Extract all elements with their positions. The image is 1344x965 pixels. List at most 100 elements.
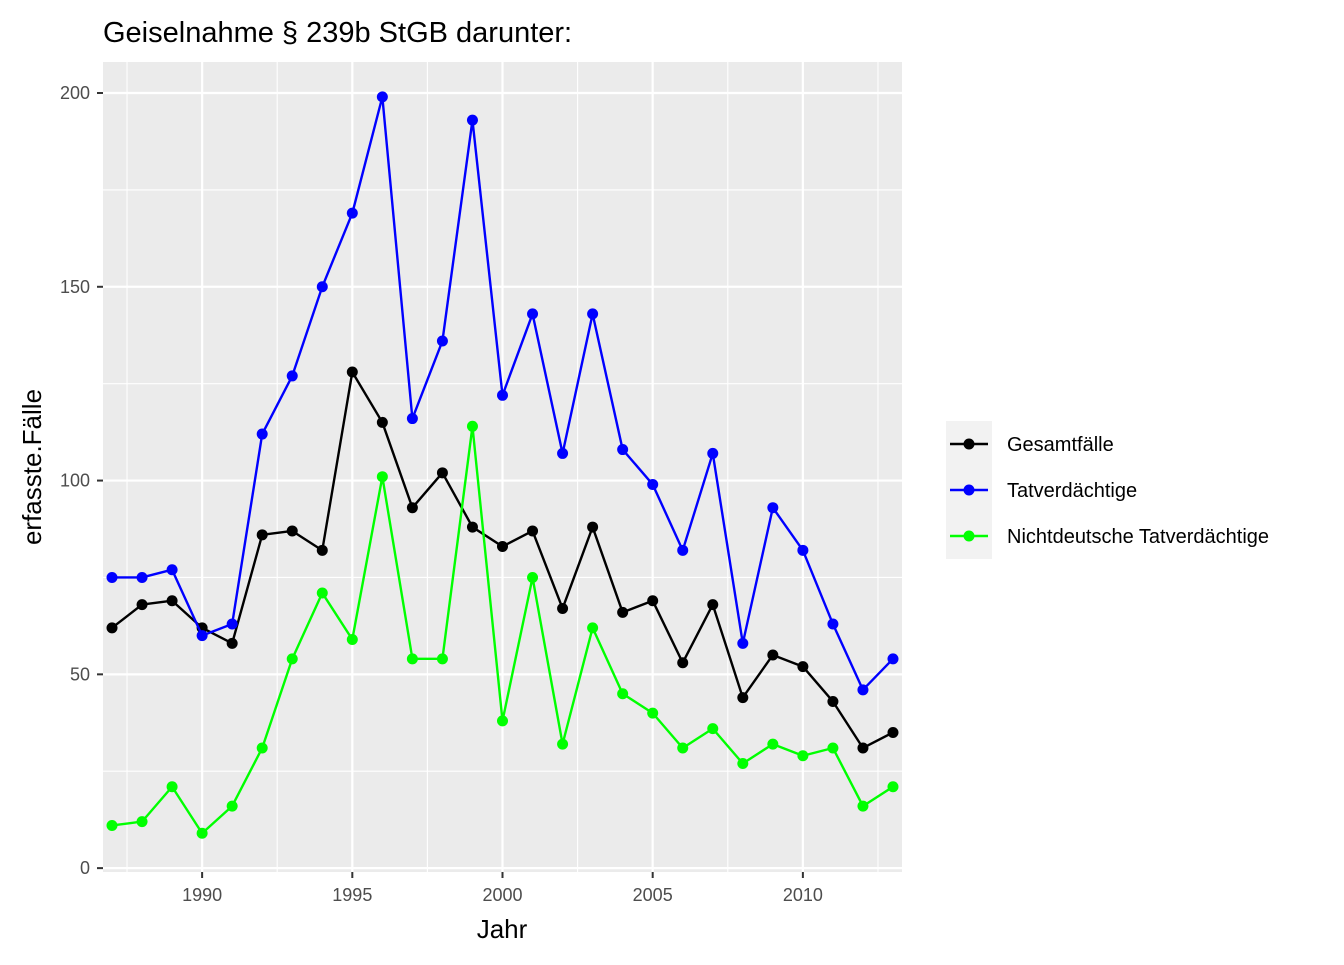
data-point-tatverdächtige <box>677 544 689 556</box>
data-point-gesamtfälle <box>497 540 508 552</box>
y-tick-label: 50 <box>70 664 90 684</box>
x-axis-title: Jahr <box>477 914 528 944</box>
data-point-tatverdächtige <box>737 637 749 649</box>
data-point-gesamtfälle <box>767 649 779 661</box>
data-point-tatverdächtige <box>767 502 779 514</box>
data-point-tatverdächtige <box>707 447 719 459</box>
data-point-tatverdächtige <box>286 370 298 382</box>
data-point-tatverdächtige <box>256 428 268 440</box>
data-point-tatverdächtige <box>647 478 659 490</box>
data-point-tatverdächtige <box>857 684 869 696</box>
data-point-tatverdächtige <box>497 389 508 401</box>
y-tick-label: 200 <box>60 83 90 103</box>
legend-label-nichtdeutsche-tatverdächtige: Nichtdeutsche Tatverdächtige <box>1007 526 1269 548</box>
data-point-nichtdeutsche-tatverdächtige <box>376 471 388 483</box>
data-point-nichtdeutsche-tatverdächtige <box>136 816 148 828</box>
data-point-gesamtfälle <box>557 602 569 614</box>
data-point-gesamtfälle <box>466 521 478 533</box>
data-point-gesamtfälle <box>827 695 839 707</box>
data-point-nichtdeutsche-tatverdächtige <box>707 723 719 735</box>
data-point-gesamtfälle <box>797 661 809 673</box>
legend-key-point-gesamtfälle <box>963 438 975 450</box>
data-point-gesamtfälle <box>286 525 298 537</box>
x-tick-label: 1990 <box>182 885 222 905</box>
data-point-gesamtfälle <box>707 599 719 611</box>
data-point-tatverdächtige <box>106 571 118 583</box>
data-point-tatverdächtige <box>827 618 839 630</box>
data-point-nichtdeutsche-tatverdächtige <box>166 781 178 793</box>
y-tick-label: 0 <box>80 858 90 878</box>
data-point-tatverdächtige <box>617 444 629 456</box>
data-point-tatverdächtige <box>436 335 448 347</box>
data-point-gesamtfälle <box>647 595 659 607</box>
data-point-gesamtfälle <box>677 657 689 669</box>
chart-title: Geiselnahme § 239b StGB darunter: <box>103 17 572 49</box>
data-point-gesamtfälle <box>346 366 358 378</box>
data-point-gesamtfälle <box>857 742 869 754</box>
data-point-gesamtfälle <box>887 726 899 738</box>
data-point-nichtdeutsche-tatverdächtige <box>436 653 448 665</box>
data-point-nichtdeutsche-tatverdächtige <box>647 707 659 719</box>
data-point-gesamtfälle <box>226 637 238 649</box>
legend-label-gesamtfälle: Gesamtfälle <box>1007 434 1114 456</box>
data-point-tatverdächtige <box>166 564 178 576</box>
data-point-tatverdächtige <box>226 618 238 630</box>
data-point-gesamtfälle <box>256 529 268 541</box>
data-point-nichtdeutsche-tatverdächtige <box>767 738 779 750</box>
x-tick-label: 2005 <box>633 885 673 905</box>
grid-major <box>103 62 902 872</box>
data-point-nichtdeutsche-tatverdächtige <box>286 653 298 665</box>
data-point-nichtdeutsche-tatverdächtige <box>346 633 358 645</box>
data-point-nichtdeutsche-tatverdächtige <box>106 819 118 831</box>
data-point-nichtdeutsche-tatverdächtige <box>226 800 238 812</box>
data-point-nichtdeutsche-tatverdächtige <box>827 742 839 754</box>
data-point-tatverdächtige <box>466 114 478 126</box>
y-tick-label: 100 <box>60 471 90 491</box>
data-point-gesamtfälle <box>436 467 448 479</box>
data-point-nichtdeutsche-tatverdächtige <box>527 571 539 583</box>
x-tick-label: 2010 <box>783 885 823 905</box>
data-point-tatverdächtige <box>587 308 599 320</box>
data-point-tatverdächtige <box>527 308 539 320</box>
y-axis: 0 50 100 150 200 <box>60 83 103 878</box>
legend-key-point-tatverdächtige <box>963 484 975 496</box>
x-axis: 1990 1995 2000 2005 2010 <box>182 872 823 905</box>
data-point-gesamtfälle <box>527 525 539 537</box>
data-point-tatverdächtige <box>797 544 809 556</box>
data-point-gesamtfälle <box>737 692 749 704</box>
data-point-nichtdeutsche-tatverdächtige <box>677 742 689 754</box>
data-point-nichtdeutsche-tatverdächtige <box>587 622 599 634</box>
data-point-gesamtfälle <box>166 595 178 607</box>
data-point-tatverdächtige <box>136 571 148 583</box>
data-point-nichtdeutsche-tatverdächtige <box>256 742 268 754</box>
data-point-gesamtfälle <box>617 606 629 618</box>
data-point-nichtdeutsche-tatverdächtige <box>857 800 869 812</box>
data-point-gesamtfälle <box>587 521 599 533</box>
legend-label-tatverdächtige: Tatverdächtige <box>1007 480 1137 502</box>
x-tick-label: 1995 <box>332 885 372 905</box>
y-tick-label: 150 <box>60 277 90 297</box>
data-point-nichtdeutsche-tatverdächtige <box>887 781 899 793</box>
data-point-nichtdeutsche-tatverdächtige <box>557 738 569 750</box>
y-axis-title: erfasste.Fälle <box>17 389 47 545</box>
data-point-gesamtfälle <box>406 502 418 514</box>
data-point-tatverdächtige <box>316 281 328 293</box>
data-point-nichtdeutsche-tatverdächtige <box>316 587 328 599</box>
data-point-tatverdächtige <box>196 630 208 642</box>
data-point-gesamtfälle <box>316 544 328 556</box>
data-point-tatverdächtige <box>887 653 899 665</box>
data-point-tatverdächtige <box>346 207 358 219</box>
data-point-gesamtfälle <box>376 416 388 428</box>
series-layer <box>106 91 899 839</box>
legend-key-point-nichtdeutsche-tatverdächtige <box>963 530 975 542</box>
data-point-gesamtfälle <box>136 599 148 611</box>
data-point-nichtdeutsche-tatverdächtige <box>406 653 418 665</box>
data-point-nichtdeutsche-tatverdächtige <box>797 750 809 762</box>
x-tick-label: 2000 <box>482 885 522 905</box>
data-point-tatverdächtige <box>406 413 418 425</box>
data-point-nichtdeutsche-tatverdächtige <box>196 827 208 839</box>
data-point-nichtdeutsche-tatverdächtige <box>737 757 749 769</box>
legend: Gesamtfälle Tatverdächtige Nichtdeutsche T… <box>946 421 1269 559</box>
